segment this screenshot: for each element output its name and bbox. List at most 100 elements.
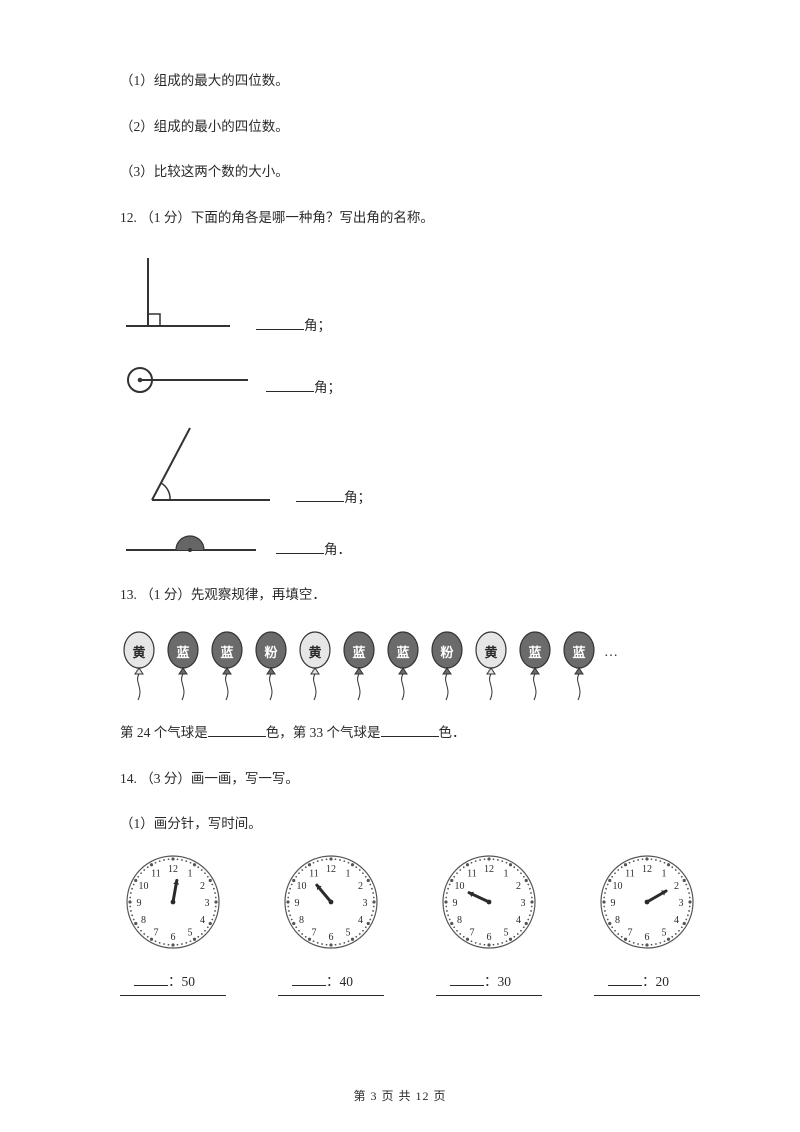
clock-time-suffix: ：20 (642, 974, 669, 989)
svg-text:11: 11 (151, 868, 161, 879)
svg-text:2: 2 (516, 881, 521, 892)
q13-stem: 13. （1 分）先观察规律，再填空． (120, 584, 690, 606)
q12-suffix-3: 角； (344, 490, 371, 505)
svg-text:7: 7 (470, 927, 475, 938)
svg-text:5: 5 (188, 927, 193, 938)
balloon-item: 粉 (252, 630, 290, 702)
svg-text:5: 5 (662, 927, 667, 938)
q13-fill-post: 色． (439, 725, 466, 740)
q12-angle-acute: 角； (120, 422, 690, 510)
q12-suffix-1: 角； (304, 318, 331, 333)
q12-blank-3[interactable] (296, 487, 344, 502)
q14-stem: 14. （3 分）画一画，写一写。 (120, 768, 690, 790)
q12-blank-4[interactable] (276, 539, 324, 554)
balloon-label: 蓝 (164, 643, 202, 664)
clock-item: 123456789101112：40 (278, 849, 384, 996)
svg-text:7: 7 (312, 927, 317, 938)
svg-text:11: 11 (625, 868, 635, 879)
svg-text:10: 10 (297, 881, 307, 892)
balloon-label: 粉 (252, 643, 290, 664)
svg-text:6: 6 (329, 932, 334, 943)
q14-sub1: （1）画分针，写时间。 (120, 813, 690, 835)
balloon-item: 粉 (428, 630, 466, 702)
svg-text:5: 5 (346, 927, 351, 938)
balloon-label: 粉 (428, 643, 466, 664)
svg-text:10: 10 (613, 881, 623, 892)
svg-text:6: 6 (645, 932, 650, 943)
svg-text:1: 1 (662, 868, 667, 879)
balloon-label: 黄 (472, 643, 510, 664)
clock-blank[interactable] (292, 971, 326, 986)
clock-face-icon: 123456789101112 (278, 849, 384, 955)
clock-blank[interactable] (608, 971, 642, 986)
balloon-label: 蓝 (384, 643, 422, 664)
svg-text:7: 7 (628, 927, 633, 938)
round-angle-icon (120, 360, 260, 400)
svg-text:10: 10 (455, 881, 465, 892)
q12-angle-straight: 角． (120, 532, 690, 562)
straight-angle-icon (120, 532, 270, 562)
balloon-item: 蓝 (164, 630, 202, 702)
q12-suffix-2: 角； (314, 380, 341, 395)
svg-text:8: 8 (615, 915, 620, 926)
clock-time-suffix: ：40 (326, 974, 353, 989)
svg-text:9: 9 (453, 898, 458, 909)
q13-balloons: 黄蓝蓝粉黄蓝蓝粉黄蓝蓝… (120, 630, 690, 702)
balloon-item: 黄 (120, 630, 158, 702)
balloon-item: 黄 (472, 630, 510, 702)
q12-angle-right: 角； (120, 252, 690, 338)
svg-text:4: 4 (358, 915, 363, 926)
q12-blank-2[interactable] (266, 377, 314, 392)
clock-face-icon: 123456789101112 (120, 849, 226, 955)
q12-blank-1[interactable] (256, 315, 304, 330)
balloon-label: 蓝 (208, 643, 246, 664)
clock-item: 123456789101112：30 (436, 849, 542, 996)
clock-caption: ：50 (120, 971, 226, 996)
balloon-label: 蓝 (516, 643, 554, 664)
q13-blank-1[interactable] (208, 722, 266, 737)
clock-blank[interactable] (450, 971, 484, 986)
svg-text:9: 9 (137, 898, 142, 909)
balloon-item: 蓝 (208, 630, 246, 702)
svg-text:1: 1 (504, 868, 509, 879)
balloon-label: 蓝 (340, 643, 378, 664)
svg-text:11: 11 (309, 868, 319, 879)
q11-part1: （1）组成的最大的四位数。 (120, 70, 690, 92)
balloon-item: 蓝 (516, 630, 554, 702)
svg-text:9: 9 (611, 898, 616, 909)
balloon-label: 蓝 (560, 643, 598, 664)
svg-text:3: 3 (363, 898, 368, 909)
svg-text:5: 5 (504, 927, 509, 938)
svg-text:12: 12 (326, 864, 336, 875)
clock-item: 123456789101112：50 (120, 849, 226, 996)
right-angle-icon (120, 252, 250, 338)
balloon-item: 蓝 (340, 630, 378, 702)
svg-text:10: 10 (139, 881, 149, 892)
svg-text:8: 8 (457, 915, 462, 926)
balloon-label: 黄 (120, 643, 158, 664)
svg-text:12: 12 (484, 864, 494, 875)
clock-blank[interactable] (134, 971, 168, 986)
clock-face-icon: 123456789101112 (594, 849, 700, 955)
page-footer: 第 3 页 共 12 页 (0, 1087, 800, 1104)
svg-text:3: 3 (205, 898, 210, 909)
svg-text:8: 8 (141, 915, 146, 926)
svg-text:12: 12 (642, 864, 652, 875)
svg-text:1: 1 (188, 868, 193, 879)
clock-caption: ：30 (436, 971, 542, 996)
balloon-item: 蓝 (560, 630, 598, 702)
clock-time-suffix: ：50 (168, 974, 195, 989)
q13-fill-mid: 色，第 33 个气球是 (266, 725, 381, 740)
acute-angle-icon (120, 422, 290, 510)
q13-fill-pre: 第 24 个气球是 (120, 725, 208, 740)
clock-item: 123456789101112：20 (594, 849, 700, 996)
svg-text:3: 3 (521, 898, 526, 909)
balloon-item: 蓝 (384, 630, 422, 702)
svg-text:6: 6 (487, 932, 492, 943)
svg-text:12: 12 (168, 864, 178, 875)
svg-text:1: 1 (346, 868, 351, 879)
q11-part3: （3）比较这两个数的大小。 (120, 161, 690, 183)
clock-time-suffix: ：30 (484, 974, 511, 989)
svg-text:4: 4 (200, 915, 205, 926)
q13-blank-2[interactable] (381, 722, 439, 737)
